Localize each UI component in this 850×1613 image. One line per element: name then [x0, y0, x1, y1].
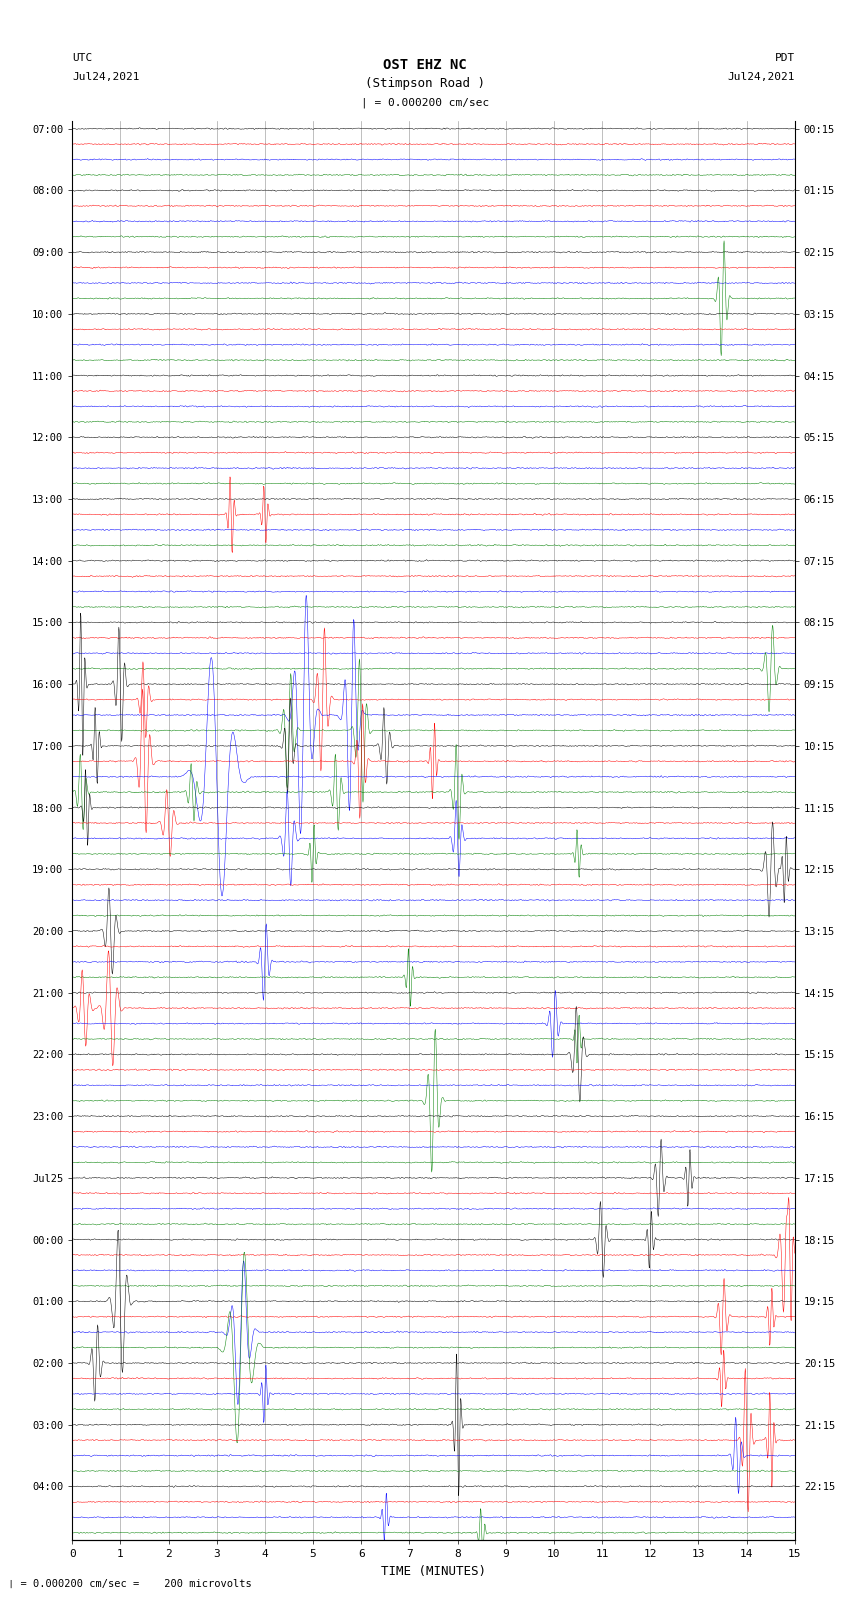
Text: PDT: PDT — [774, 53, 795, 63]
Text: Jul24,2021: Jul24,2021 — [72, 73, 139, 82]
X-axis label: TIME (MINUTES): TIME (MINUTES) — [381, 1565, 486, 1578]
Text: UTC: UTC — [72, 53, 93, 63]
Text: Jul24,2021: Jul24,2021 — [728, 73, 795, 82]
Text: OST EHZ NC: OST EHZ NC — [383, 58, 467, 71]
Text: (Stimpson Road ): (Stimpson Road ) — [365, 77, 485, 90]
Text: | = 0.000200 cm/sec: | = 0.000200 cm/sec — [361, 98, 489, 108]
Text: ❘ = 0.000200 cm/sec =    200 microvolts: ❘ = 0.000200 cm/sec = 200 microvolts — [8, 1579, 252, 1589]
